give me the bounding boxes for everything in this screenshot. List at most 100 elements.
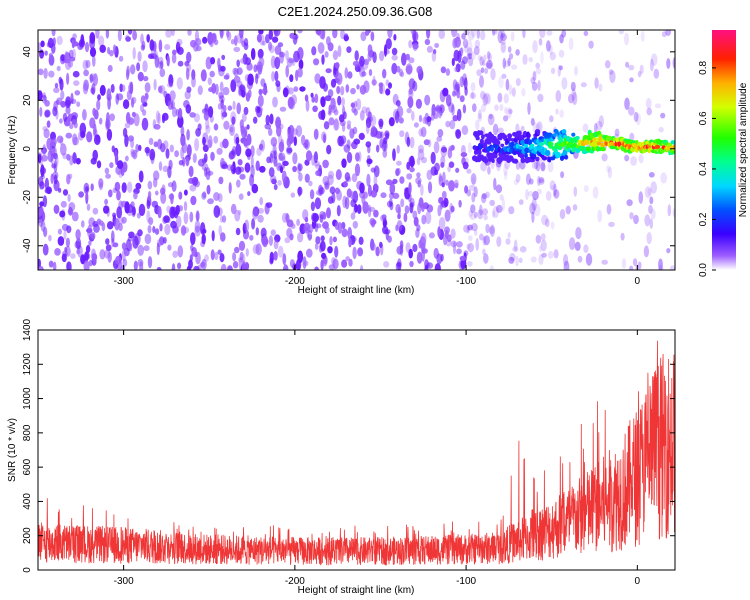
heatmap-noise-cell: [379, 120, 383, 130]
heatmap-noise-cell: [461, 33, 466, 40]
heatmap-noise-cell: [235, 143, 242, 157]
heatmap-noise-cell: [326, 144, 332, 155]
heatmap-noise-cell: [522, 30, 526, 39]
heatmap-noise-cell: [497, 127, 504, 134]
colorbar-tick-label: 0.0: [698, 263, 709, 277]
heatmap-noise-cell: [80, 34, 85, 46]
heatmap-noise-cell: [505, 238, 511, 245]
heatmap-noise-cell: [153, 141, 158, 148]
heatmap-signal-cell: [483, 158, 489, 164]
heatmap-noise-cell: [549, 44, 553, 55]
heatmap-noise-cell: [359, 182, 365, 194]
heatmap-noise-cell: [468, 52, 473, 60]
heatmap-noise-cell: [63, 229, 67, 240]
heatmap-noise-cell: [306, 224, 310, 237]
heatmap-noise-cell: [385, 38, 392, 50]
heatmap-noise-cell: [171, 30, 175, 37]
heatmap-noise-cell: [131, 97, 135, 108]
heatmap-noise-cell: [290, 94, 297, 106]
heatmap-noise-cell: [83, 69, 89, 77]
heatmap-noise-cell: [127, 30, 133, 35]
heatmap-noise-cell: [205, 167, 211, 181]
heatmap-noise-cell: [171, 53, 177, 64]
heatmap-noise-cell: [500, 41, 506, 54]
heatmap-noise-cell: [155, 190, 159, 196]
heatmap-noise-cell: [508, 206, 515, 215]
heatmap-noise-cell: [394, 110, 400, 124]
heatmap-noise-cell: [170, 220, 177, 229]
heatmap-noise-cell: [658, 264, 664, 270]
heatmap-noise-cell: [171, 263, 176, 270]
heatmap-noise-cell: [262, 235, 268, 248]
heatmap-noise-cell: [57, 236, 65, 246]
heatmap-noise-cell: [286, 147, 293, 154]
heatmap-noise-cell: [110, 83, 115, 93]
heatmap-noise-cell: [479, 75, 484, 88]
heatmap-noise-cell: [125, 34, 130, 42]
heatmap-noise-cell: [396, 105, 404, 118]
heatmap-noise-cell: [143, 76, 149, 82]
heatmap-noise-cell: [169, 144, 174, 153]
heatmap-noise-cell: [594, 77, 599, 89]
heatmap-noise-cell: [604, 60, 611, 69]
heatmap-noise-cell: [422, 116, 428, 124]
heatmap-noise-cell: [529, 202, 536, 215]
heatmap-noise-cell: [495, 184, 503, 194]
heatmap-noise-cell: [53, 152, 58, 160]
heatmap-noise-cell: [289, 32, 296, 39]
heatmap-noise-cell: [470, 204, 476, 214]
heatmap-noise-cell: [287, 128, 292, 141]
heatmap-noise-cell: [228, 182, 232, 194]
heatmap-noise-cell: [666, 248, 671, 254]
heatmap-noise-cell: [65, 106, 71, 115]
heatmap-noise-cell: [193, 113, 200, 123]
heatmap-noise-cell: [176, 77, 183, 90]
heatmap-noise-cell: [116, 190, 121, 201]
heatmap-noise-cell: [60, 90, 65, 100]
heatmap-noise-cell: [222, 86, 230, 96]
heatmap-noise-cell: [559, 109, 564, 118]
heatmap-noise-cell: [476, 30, 480, 40]
heatmap-noise-cell: [409, 136, 415, 149]
y-tick-label: 20: [22, 94, 33, 106]
heatmap-noise-cell: [268, 235, 273, 247]
heatmap-noise-cell: [391, 62, 398, 75]
heatmap-noise-cell: [575, 227, 582, 240]
heatmap-noise-cell: [424, 38, 431, 46]
heatmap-noise-cell: [331, 192, 336, 204]
heatmap-noise-cell: [85, 245, 91, 254]
heatmap-noise-cell: [276, 83, 281, 93]
heatmap-noise-cell: [533, 203, 541, 217]
heatmap-noise-cell: [213, 123, 219, 131]
heatmap-noise-cell: [255, 243, 262, 256]
heatmap-noise-cell: [597, 209, 603, 223]
heatmap-noise-cell: [561, 77, 568, 90]
heatmap-noise-cell: [213, 192, 220, 201]
heatmap-noise-cell: [258, 88, 263, 96]
heatmap-noise-cell: [525, 173, 531, 186]
heatmap-noise-cell: [164, 223, 171, 236]
heatmap-noise-cell: [408, 248, 414, 259]
heatmap-noise-cell: [244, 261, 250, 270]
heatmap-noise-cell: [218, 176, 224, 185]
heatmap-noise-cell: [370, 189, 377, 198]
heatmap-noise-cell: [347, 71, 353, 79]
heatmap-noise-cell: [624, 32, 629, 46]
heatmap-noise-cell: [43, 128, 50, 139]
heatmap-noise-cell: [54, 155, 59, 167]
heatmap-noise-cell: [515, 78, 521, 86]
heatmap-noise-cell: [346, 124, 351, 130]
heatmap-noise-cell: [106, 128, 113, 141]
heatmap-noise-cell: [415, 228, 420, 238]
heatmap-noise-cell: [421, 156, 427, 164]
heatmap-signal-cell: [549, 142, 554, 146]
heatmap-noise-cell: [213, 39, 219, 46]
heatmap-noise-cell: [467, 261, 473, 267]
heatmap-noise-cell: [257, 207, 264, 214]
heatmap-noise-cell: [66, 72, 70, 85]
heatmap-noise-cell: [186, 129, 190, 141]
heatmap-signal-cell: [500, 143, 505, 147]
heatmap-noise-cell: [48, 260, 54, 268]
heatmap-noise-cell: [328, 104, 332, 115]
heatmap-noise-cell: [69, 56, 76, 62]
